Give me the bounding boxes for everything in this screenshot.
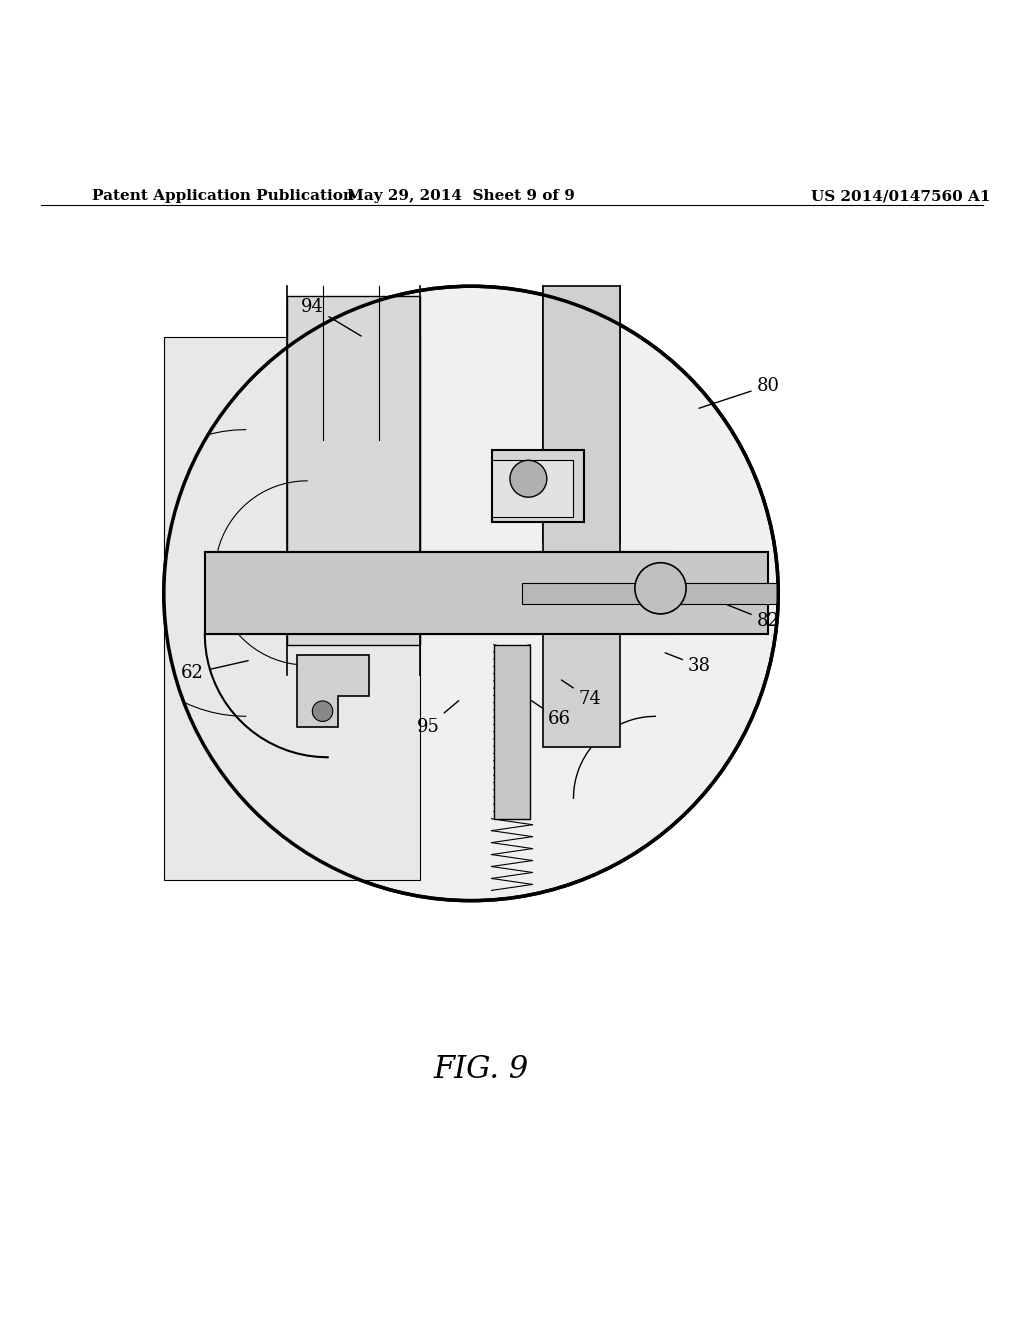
Text: US 2014/0147560 A1: US 2014/0147560 A1 [811, 189, 991, 203]
Polygon shape [287, 297, 420, 644]
Polygon shape [297, 655, 369, 726]
Text: FIG. 9: FIG. 9 [433, 1055, 529, 1085]
Text: 62: 62 [181, 660, 248, 682]
Text: 80: 80 [699, 376, 779, 408]
Text: 95: 95 [417, 701, 459, 735]
Polygon shape [492, 450, 584, 521]
Text: 66: 66 [529, 700, 570, 729]
Text: 38: 38 [666, 653, 711, 675]
Text: 82: 82 [720, 602, 779, 630]
Text: Patent Application Publication: Patent Application Publication [92, 189, 354, 203]
Polygon shape [543, 286, 620, 747]
Polygon shape [494, 644, 530, 818]
Text: May 29, 2014  Sheet 9 of 9: May 29, 2014 Sheet 9 of 9 [347, 189, 574, 203]
Polygon shape [205, 553, 768, 635]
Circle shape [510, 461, 547, 498]
Polygon shape [522, 583, 778, 603]
Text: 94: 94 [301, 298, 361, 337]
Circle shape [635, 562, 686, 614]
Polygon shape [492, 461, 573, 516]
Circle shape [164, 286, 778, 900]
Circle shape [312, 701, 333, 722]
Polygon shape [164, 338, 420, 880]
Text: 74: 74 [561, 680, 601, 708]
